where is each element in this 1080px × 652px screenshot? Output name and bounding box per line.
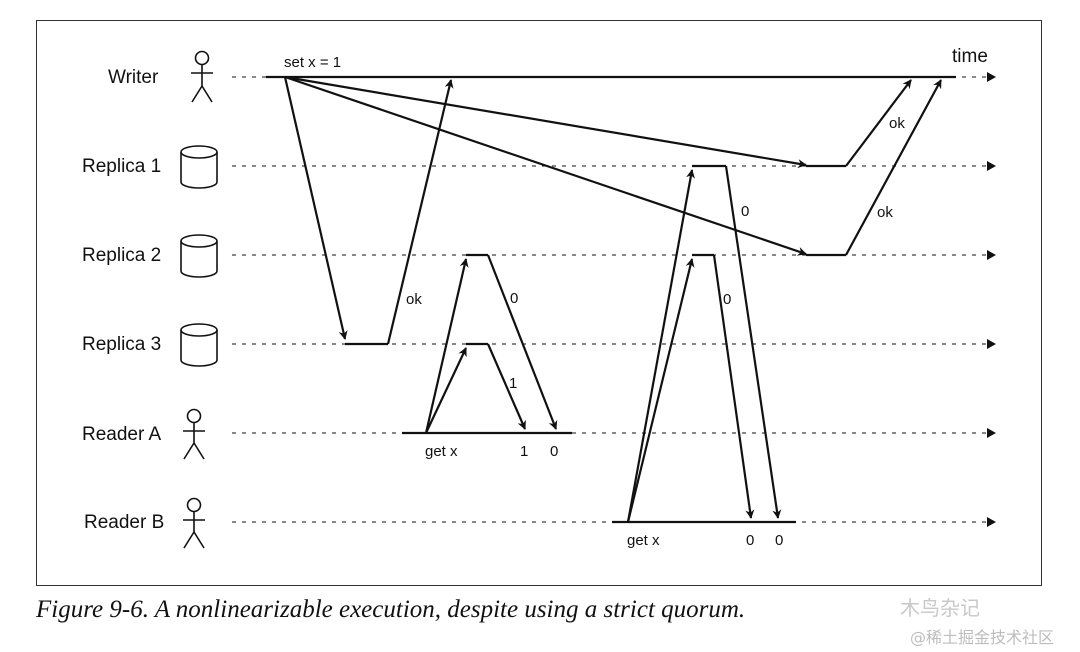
participant-label-readerB: Reader B xyxy=(84,512,164,533)
participant-label-replica3: Replica 3 xyxy=(82,334,161,355)
participant-label-writer: Writer xyxy=(108,67,159,88)
participant-label-readerA: Reader A xyxy=(82,424,162,445)
ok-response-replica3 xyxy=(386,79,454,345)
sequence-diagram: Writer Replica 1 Replica 2 Replica 3 Rea… xyxy=(82,46,996,549)
value-label-b-r2: 0 xyxy=(723,291,731,308)
readerB-response-replica2 xyxy=(712,254,755,519)
person-icon xyxy=(183,408,205,460)
value-label-b-r1: 0 xyxy=(741,203,749,220)
participant-label-replica1: Replica 1 xyxy=(82,156,161,177)
readerB-response-replica1 xyxy=(724,165,782,519)
timeline-arrowhead xyxy=(987,72,996,82)
database-icon xyxy=(180,145,218,189)
timeline-arrowhead xyxy=(987,250,996,260)
figure-caption: Figure 9-6. A nonlinearizable execution,… xyxy=(36,596,746,623)
readerA-response-replica3 xyxy=(486,343,527,430)
timeline-arrowhead xyxy=(987,161,996,171)
value-label-a-r3: 1 xyxy=(509,375,517,392)
readerA-request-replica3 xyxy=(425,347,467,434)
database-icon xyxy=(180,323,218,367)
readerB-request-replica1 xyxy=(626,169,695,523)
timeline-arrowhead xyxy=(987,428,996,438)
participant-label-replica2: Replica 2 xyxy=(82,245,161,266)
result-label-b-2: 0 xyxy=(775,532,783,549)
ok-label-replica3: ok xyxy=(406,291,422,308)
figure-frame xyxy=(36,20,1042,586)
get-x-label-readerB: get x xyxy=(627,532,660,549)
readerB-request-replica2 xyxy=(626,258,695,523)
timeline-arrowhead xyxy=(987,517,996,527)
time-axis-label: time xyxy=(952,46,988,67)
timeline-arrowhead xyxy=(987,339,996,349)
ok-label-replica1: ok xyxy=(889,115,905,132)
database-icon xyxy=(180,234,218,278)
write-request-replica3 xyxy=(283,76,348,340)
person-icon xyxy=(191,50,213,103)
write-request-replica2 xyxy=(284,75,807,256)
result-label-b-1: 0 xyxy=(746,532,754,549)
readerA-response-replica2 xyxy=(486,254,558,430)
get-x-label-readerA: get x xyxy=(425,443,458,460)
ok-response-replica1 xyxy=(845,79,912,167)
result-label-a-1: 1 xyxy=(520,443,528,460)
ok-response-replica2 xyxy=(845,79,942,256)
ok-label-replica2: ok xyxy=(877,204,893,221)
value-label-a-r2: 0 xyxy=(510,290,518,307)
set-x-label: set x = 1 xyxy=(284,54,341,71)
watermark-title: 木鸟杂记 xyxy=(900,596,980,620)
write-request-replica1 xyxy=(284,75,807,169)
result-label-a-2: 0 xyxy=(550,443,558,460)
watermark-source: @稀土掘金技术社区 xyxy=(910,628,1055,647)
readerA-request-replica2 xyxy=(424,258,469,434)
person-icon xyxy=(183,497,205,549)
